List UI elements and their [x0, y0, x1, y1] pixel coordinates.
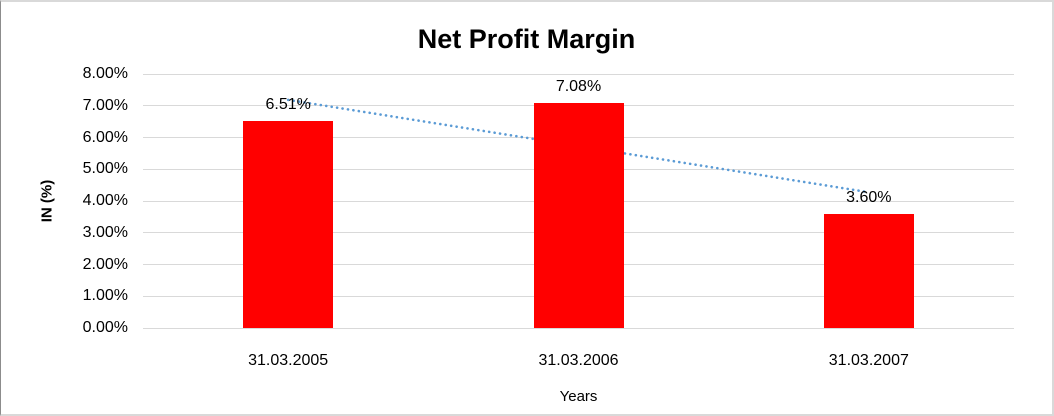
bar [823, 213, 914, 328]
trendline [286, 98, 871, 194]
y-tick-label: 5.00% [82, 160, 128, 178]
x-tick-label: 31.03.2005 [248, 352, 329, 369]
bar-data-label: 7.08% [555, 78, 602, 96]
gridline [143, 73, 1014, 75]
y-tick-label: 3.00% [82, 223, 128, 241]
bar [243, 121, 334, 328]
bar-data-label: 3.60% [846, 188, 892, 206]
x-tick-label: 31.03.2006 [538, 352, 619, 369]
plot-area: 6.51% 7.08% 3.60% [143, 73, 1014, 329]
x-axis-title: Years [559, 388, 598, 405]
y-tick-label: 0.00% [82, 319, 128, 336]
y-tick-label: 8.00% [82, 65, 128, 82]
gridline [143, 327, 1014, 329]
y-tick-label: 7.00% [82, 96, 128, 114]
y-tick-label: 1.00% [82, 287, 128, 305]
chart-title: Net Profit Margin [417, 24, 636, 54]
bar-data-label: 6.51% [265, 96, 311, 114]
y-tick-label: 4.00% [82, 192, 128, 209]
bar [533, 103, 624, 328]
x-tick-label: 31.03.2007 [828, 352, 909, 369]
y-tick-label: 6.00% [82, 128, 128, 146]
y-tick-label: 2.00% [82, 255, 128, 273]
